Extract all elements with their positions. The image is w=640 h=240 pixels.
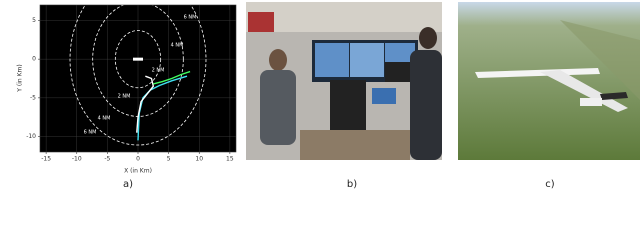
photo-simulator — [246, 2, 442, 160]
ring-label: 6 NM — [84, 130, 97, 136]
trajectory — [153, 70, 191, 85]
y-axis-label: Y (in Km) — [17, 64, 24, 92]
y-tick-label: -10 — [26, 133, 36, 140]
x-tick-label: -5 — [104, 156, 110, 163]
y-tick-label: -5 — [30, 94, 36, 101]
range-ring — [114, 30, 162, 89]
trajectory — [136, 75, 155, 133]
caption: b) — [347, 179, 357, 190]
plot-area: 6 NM 4 NM 2 NM 2 NM 4 NM 6 NM — [40, 0, 236, 152]
x-tick-label: 15 — [226, 156, 234, 163]
figure: 6 NM 4 NM 2 NM 2 NM 4 NM 6 NM X (in Km) Y (in… — [17, 0, 640, 190]
ring-label: 6 NM — [184, 15, 197, 21]
ring-label: 2 NM — [118, 94, 131, 100]
runway — [133, 57, 143, 61]
caption: c) — [545, 179, 554, 190]
range-ring — [69, 0, 207, 146]
plot-frame — [39, 4, 237, 153]
x-tick-label: -10 — [72, 156, 82, 163]
y-tick-label: 5 — [32, 17, 36, 24]
x-tick-label: 10 — [195, 156, 203, 163]
ring-label: 2 NM — [152, 68, 165, 74]
x-tick-label: 5 — [167, 156, 171, 163]
ring-label: 4 NM — [98, 116, 111, 122]
photo-aircraft — [458, 2, 640, 160]
x-tick-label: 0 — [136, 156, 140, 163]
ring-label: 4 NM — [171, 43, 184, 49]
x-axis-label: X (in Km) — [124, 168, 152, 175]
caption: a) — [123, 179, 133, 190]
x-tick-label: -15 — [41, 156, 51, 163]
y-tick-label: 0 — [32, 56, 36, 63]
